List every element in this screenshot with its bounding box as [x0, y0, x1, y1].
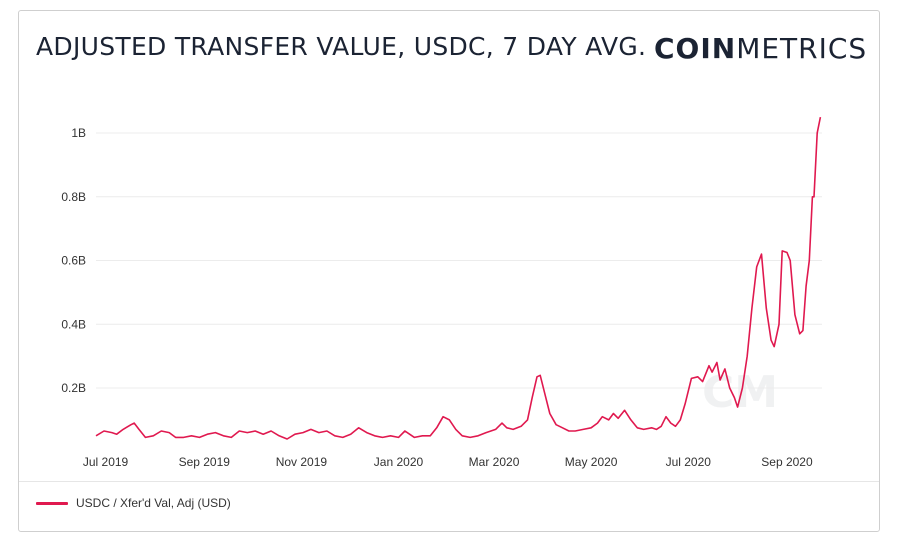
x-tick-label: Jul 2020	[666, 455, 712, 469]
series-group	[95, 116, 822, 440]
y-tick-label: 0.2B	[61, 381, 86, 395]
svg-text:CM: CM	[702, 367, 778, 418]
logo-light-text: METRICS	[736, 32, 868, 65]
x-tick-label: Mar 2020	[469, 455, 520, 469]
y-tick-label: 0.6B	[61, 254, 86, 268]
x-axis-labels: Jul 2019 Sep 2019 Nov 2019 Jan 2020 Mar 2020…	[83, 455, 813, 469]
x-tick-label: Sep 2020	[761, 455, 813, 469]
legend-label: USDC / Xfer'd Val, Adj (USD)	[76, 496, 231, 510]
x-tick-label: Jul 2019	[83, 455, 129, 469]
x-tick-label: Nov 2019	[276, 455, 328, 469]
logo-bold-text: COIN	[654, 32, 737, 65]
y-tick-label: 0.8B	[61, 190, 86, 204]
legend-divider	[19, 481, 879, 482]
grid-lines	[96, 132, 822, 389]
coinmetrics-logo: COINMETRICS	[654, 32, 867, 65]
x-tick-label: May 2020	[565, 455, 618, 469]
chart-title: ADJUSTED TRANSFER VALUE, USDC, 7 DAY AVG…	[36, 32, 647, 61]
legend[interactable]: USDC / Xfer'd Val, Adj (USD)	[36, 496, 231, 510]
cm-watermark-icon: CM	[702, 367, 778, 418]
legend-swatch	[36, 501, 68, 505]
series-line[interactable]	[95, 116, 822, 440]
x-tick-label: Sep 2019	[179, 455, 231, 469]
y-tick-label: 1B	[71, 126, 86, 140]
chart-frame	[18, 10, 880, 532]
x-tick-label: Jan 2020	[374, 455, 424, 469]
y-tick-label: 0.4B	[61, 317, 86, 331]
y-axis-labels: 0.2B 0.4B 0.6B 0.8B 1B	[61, 126, 86, 395]
